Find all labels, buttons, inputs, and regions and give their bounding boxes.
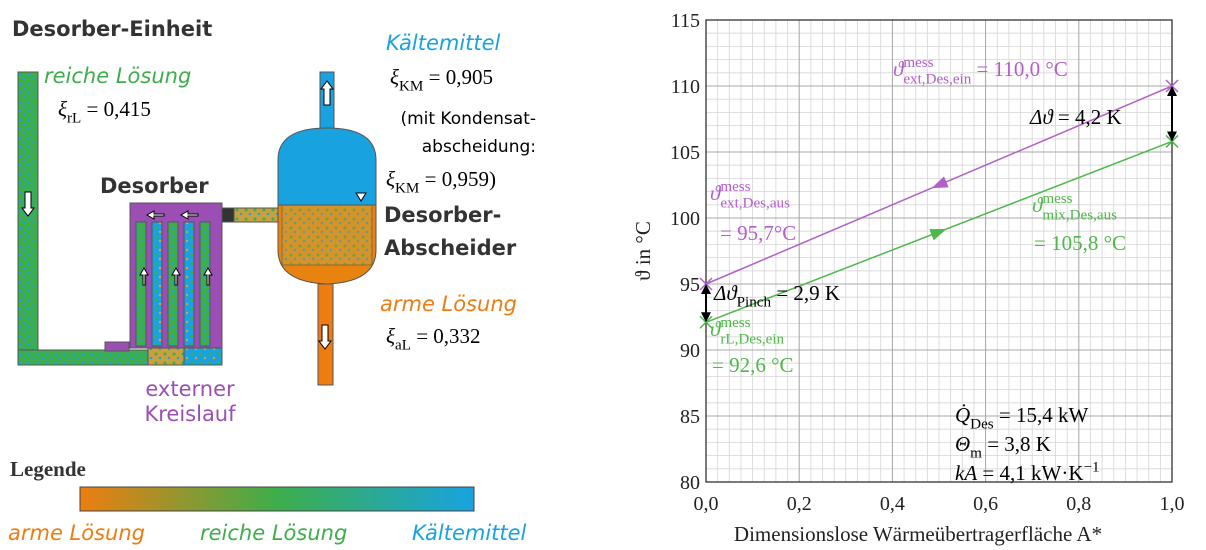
component-label: externer xyxy=(145,377,235,401)
symbol: ξ xyxy=(386,324,395,348)
subscript: Pinch xyxy=(737,294,772,310)
y-tick-label: 105 xyxy=(670,142,700,164)
annotation: ϑmessext,Des,aus= 95,7°C xyxy=(710,179,796,245)
subscript: KM xyxy=(399,78,423,94)
figure: Desorber-Einheit reiche Lösung ξrL = 0,4… xyxy=(0,0,1206,550)
desorber-tube xyxy=(184,222,194,346)
annotation: Δϑ = 4,2 K xyxy=(1029,105,1122,129)
symbol: Θ xyxy=(955,432,970,456)
subscript: KM xyxy=(395,180,419,196)
note: abscheidung: xyxy=(422,137,536,157)
desorber-sump xyxy=(148,348,184,365)
symbol: ξ xyxy=(390,65,399,89)
math-text: = 95,7°C xyxy=(720,221,796,245)
page: { "diagram": { "title": "Desorber-Einhei… xyxy=(0,0,1206,550)
diagram-title: Desorber-Einheit xyxy=(12,17,212,41)
external-loop-port xyxy=(105,342,129,351)
connector xyxy=(222,208,234,222)
superscript: mess xyxy=(720,179,750,195)
annotation: kA = 4,1 kW·K−1 xyxy=(955,460,1100,485)
desorber-tube xyxy=(152,222,162,346)
y-axis-label: ϑ in °C xyxy=(631,221,655,281)
x-tick-label: 0,2 xyxy=(787,493,812,515)
math-text: = 0,959) xyxy=(419,167,496,191)
x-axis-label: Dimensionslose Wärmeübertragerfläche A* xyxy=(734,522,1102,546)
symbol: Δϑ xyxy=(1029,105,1054,129)
rich-solution-pipe xyxy=(18,350,150,365)
x-tick-label: 0,4 xyxy=(880,493,905,515)
arrow-head xyxy=(1167,131,1177,141)
math-text: = 2,9 K xyxy=(771,281,840,305)
y-tick-label: 90 xyxy=(680,340,700,362)
component-label: Desorber xyxy=(100,174,209,198)
legend-item: Kältemittel xyxy=(412,521,527,545)
superscript: mess xyxy=(903,55,933,71)
stream-label: Kältemittel xyxy=(386,31,501,55)
annotation: ΔϑPinch = 2,9 K xyxy=(713,281,840,310)
note: (mit Kondensat- xyxy=(400,109,536,129)
desorber-sump xyxy=(184,348,222,365)
legend-item: reiche Lösung xyxy=(200,521,347,545)
y-tick-label: 95 xyxy=(680,274,700,296)
x-tick-label: 0,0 xyxy=(694,493,719,515)
math-text: = 4,1 kW·K xyxy=(977,461,1083,485)
subscript: rL,Des,ein xyxy=(720,332,784,348)
concentration: ξKM = 0,959) xyxy=(386,167,496,196)
component-label: Desorber- xyxy=(384,203,501,227)
y-tick-label: 80 xyxy=(680,472,700,494)
stream-label: reiche Lösung xyxy=(44,64,191,88)
y-tick-label: 115 xyxy=(671,10,700,32)
annotation: Θm = 3,8 K xyxy=(955,432,1051,461)
component-label: Abscheider xyxy=(384,236,517,260)
superscript: mess xyxy=(720,315,750,331)
component-label: Kreislauf xyxy=(144,402,236,426)
arrow-head xyxy=(701,284,711,294)
subscript: ext,Des,aus xyxy=(720,196,790,212)
superscript: mess xyxy=(1042,191,1072,207)
exponent: −1 xyxy=(1083,460,1099,476)
symbol: ξ xyxy=(58,97,67,121)
symbol: Δϑ xyxy=(713,281,738,305)
legend-title: Legende xyxy=(10,457,86,481)
math-text: = 0,415 xyxy=(81,97,151,121)
symbol: ξ xyxy=(386,167,395,191)
chart: 0,0 0,2 0,4 0,6 0,8 1,0 80 85 90 95 100 105 110 115 ϑm… xyxy=(670,10,1185,515)
concentration: ξKM = 0,905 xyxy=(390,65,493,94)
y-tick-label: 100 xyxy=(670,208,700,230)
x-tick-label: 1,0 xyxy=(1160,493,1185,515)
subscript: rL xyxy=(67,110,81,126)
math-text: = 92,6 °C xyxy=(712,353,794,377)
math-text: = 3,8 K xyxy=(982,432,1051,456)
transfer-pipe xyxy=(234,208,284,222)
math-text: = 4,2 K xyxy=(1053,105,1122,129)
math-text: = 15,4 kW xyxy=(994,403,1089,427)
math-text: = 0,332 xyxy=(411,324,481,348)
math-text: = 110,0 °C xyxy=(971,57,1067,81)
legend-gradient xyxy=(80,487,474,511)
y-tick-label: 85 xyxy=(680,406,700,428)
rich-solution-pipe xyxy=(18,72,38,365)
x-tick-label: 0,8 xyxy=(1066,493,1091,515)
subscript: aL xyxy=(395,337,411,353)
symbol: kA xyxy=(955,461,977,485)
math-text: = 0,905 xyxy=(423,65,493,89)
concentration: ξaL = 0,332 xyxy=(386,324,481,353)
separator-packing xyxy=(282,205,372,265)
annotation: Q̇Des = 15,4 kW xyxy=(955,403,1089,432)
math-text: = 105,8 °C xyxy=(1034,231,1126,255)
stream-label: arme Lösung xyxy=(380,292,517,316)
x-tick-label: 0,6 xyxy=(973,493,998,515)
subscript: ext,Des,ein xyxy=(903,72,971,88)
concentration: ξrL = 0,415 xyxy=(58,97,151,126)
subscript: mix,Des,aus xyxy=(1042,208,1117,224)
subscript: m xyxy=(970,445,982,461)
subscript: Des xyxy=(970,416,994,432)
symbol: Q̇ xyxy=(955,403,970,427)
y-tick-label: 110 xyxy=(671,76,700,98)
legend-item: arme Lösung xyxy=(8,521,145,545)
